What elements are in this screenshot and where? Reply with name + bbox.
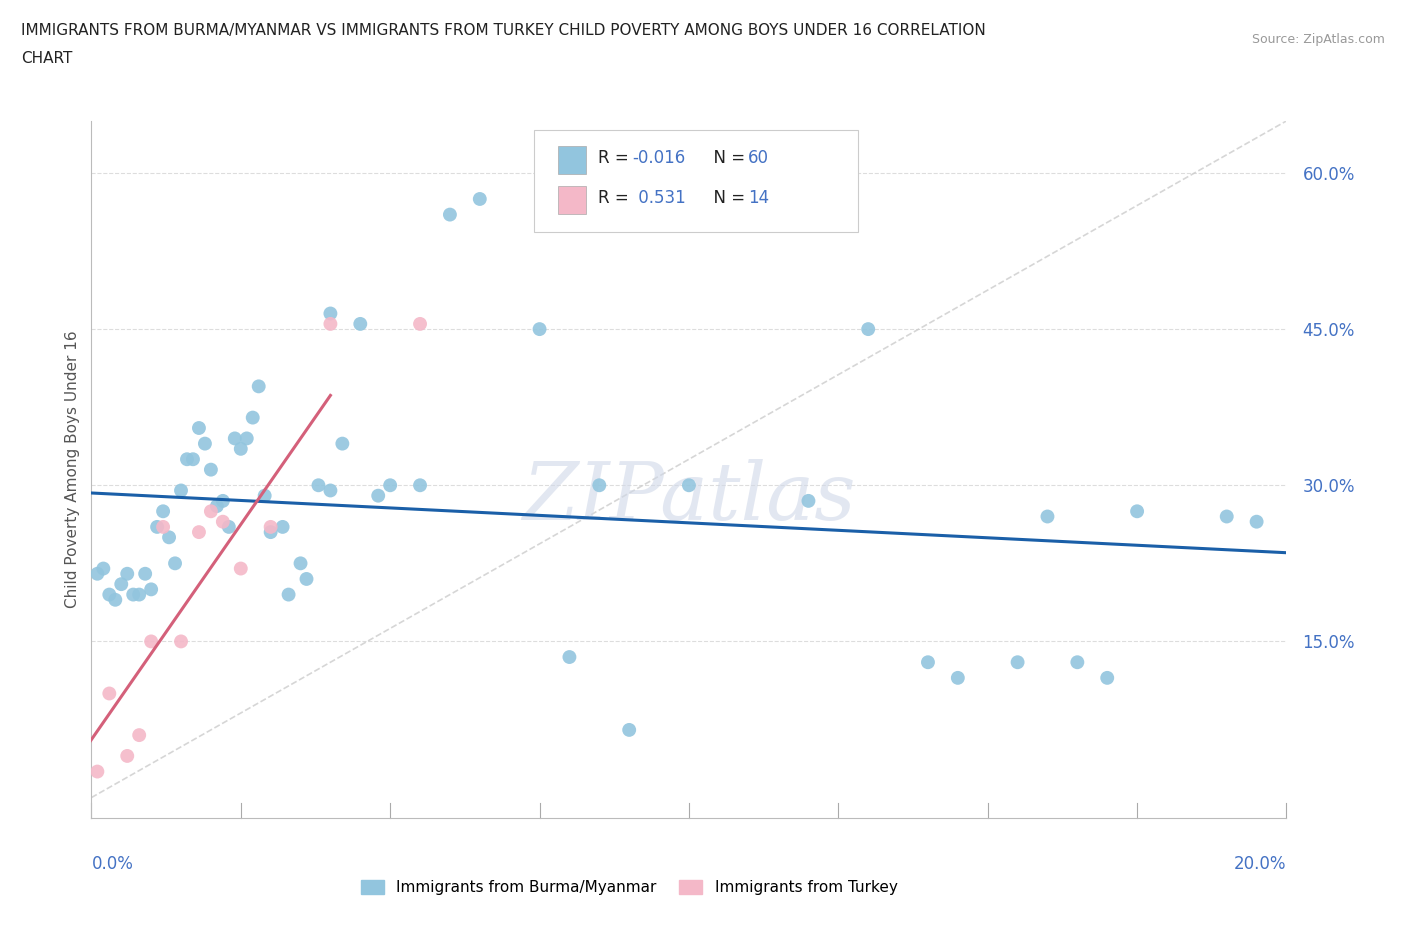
Point [134, 566, 156, 581]
Point [229, 561, 252, 576]
Point [409, 316, 432, 331]
Point [247, 379, 270, 393]
Point [93, 561, 115, 576]
Text: 20.0%: 20.0% [1234, 855, 1286, 873]
Point [163, 556, 186, 571]
Point [211, 514, 233, 529]
Point [205, 498, 228, 513]
Point [259, 525, 281, 539]
Point [917, 655, 939, 670]
Text: ZIPatlas: ZIPatlas [522, 458, 856, 537]
Point [290, 556, 312, 571]
Point [367, 488, 389, 503]
Point [170, 634, 193, 649]
Text: -0.016: -0.016 [633, 149, 686, 167]
Point [224, 431, 246, 445]
Point [176, 452, 198, 467]
Point [1216, 509, 1239, 524]
Point [211, 494, 233, 509]
Point [1246, 514, 1268, 529]
Point [588, 478, 610, 493]
Point [152, 504, 174, 519]
Y-axis label: Child Poverty Among Boys Under 16: Child Poverty Among Boys Under 16 [65, 331, 80, 608]
Text: R =: R = [598, 189, 634, 207]
Text: IMMIGRANTS FROM BURMA/MYANMAR VS IMMIGRANTS FROM TURKEY CHILD POVERTY AMONG BOYS: IMMIGRANTS FROM BURMA/MYANMAR VS IMMIGRA… [21, 23, 986, 38]
Point [98, 686, 121, 701]
Text: N =: N = [703, 149, 751, 167]
Point [253, 488, 276, 503]
Point [115, 749, 138, 764]
Point [200, 462, 222, 477]
Point [332, 436, 354, 451]
Point [218, 520, 240, 535]
Text: CHART: CHART [21, 51, 73, 66]
Text: R =: R = [598, 149, 634, 167]
Point [259, 520, 281, 535]
Point [229, 442, 252, 457]
Point [86, 764, 108, 779]
Point [86, 566, 108, 581]
Point [858, 322, 880, 337]
Text: 0.0%: 0.0% [91, 855, 134, 873]
Point [170, 483, 193, 498]
Point [122, 587, 145, 602]
Point [678, 478, 700, 493]
Point [1126, 504, 1149, 519]
Text: N =: N = [703, 189, 751, 207]
Point [98, 587, 121, 602]
Point [349, 316, 371, 331]
Point [141, 582, 163, 597]
Point [319, 316, 342, 331]
Point [146, 520, 169, 535]
Point [200, 504, 222, 519]
Text: 60: 60 [748, 149, 769, 167]
Point [295, 572, 318, 587]
Point [380, 478, 402, 493]
Point [468, 192, 491, 206]
Point [1036, 509, 1059, 524]
Point [157, 530, 180, 545]
Point [235, 431, 259, 445]
Point [188, 525, 211, 539]
Point [797, 494, 820, 509]
Point [529, 322, 551, 337]
Point [181, 452, 204, 467]
Point [558, 649, 581, 664]
Point [307, 478, 329, 493]
Point [1097, 671, 1119, 685]
Point [194, 436, 217, 451]
Point [141, 634, 163, 649]
Point [1007, 655, 1029, 670]
Text: 0.531: 0.531 [633, 189, 686, 207]
Point [1066, 655, 1088, 670]
Point [439, 207, 461, 222]
Point [104, 592, 127, 607]
Point [242, 410, 264, 425]
Text: Source: ZipAtlas.com: Source: ZipAtlas.com [1251, 33, 1385, 46]
Point [319, 306, 342, 321]
Point [128, 587, 150, 602]
Point [619, 723, 641, 737]
Text: 14: 14 [748, 189, 769, 207]
Point [946, 671, 969, 685]
Point [277, 587, 299, 602]
Point [110, 577, 132, 591]
Legend: Immigrants from Burma/Myanmar, Immigrants from Turkey: Immigrants from Burma/Myanmar, Immigrant… [354, 874, 904, 901]
Point [409, 478, 432, 493]
Point [319, 483, 342, 498]
Point [152, 520, 174, 535]
Point [115, 566, 138, 581]
Point [271, 520, 294, 535]
Point [188, 420, 211, 435]
Point [128, 727, 150, 742]
